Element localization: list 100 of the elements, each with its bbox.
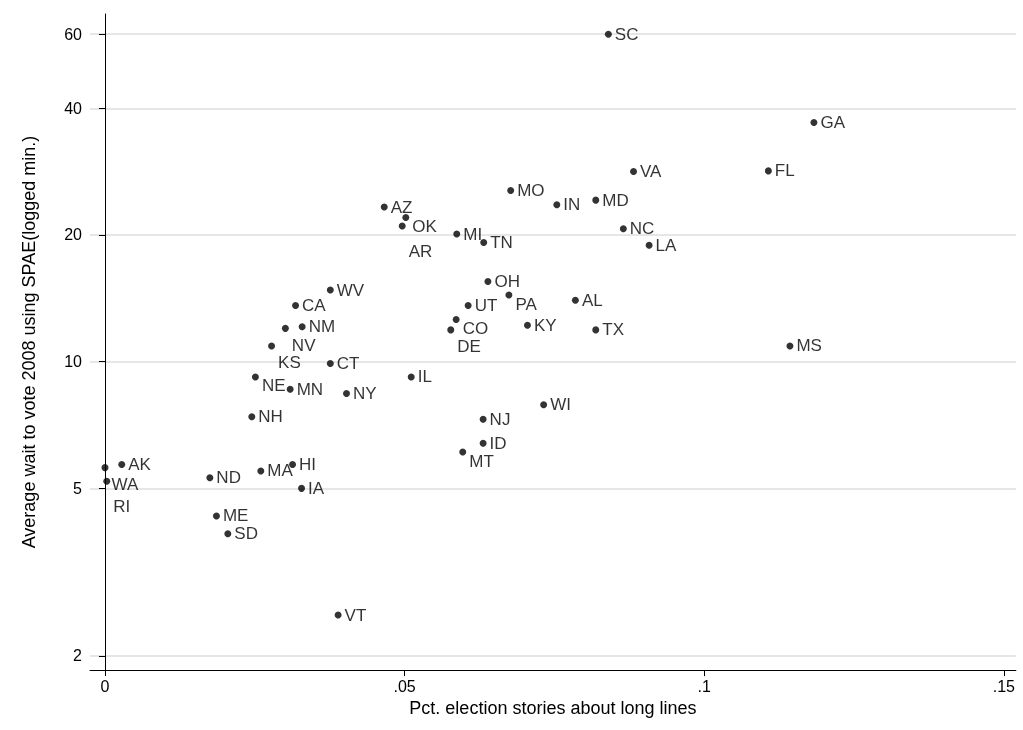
point — [118, 460, 126, 468]
data-label: AZ — [390, 197, 413, 217]
data-label: VA — [640, 162, 663, 182]
data-label: IA — [308, 478, 325, 498]
point — [326, 360, 334, 368]
data-label: WA — [111, 475, 139, 495]
point — [298, 323, 306, 331]
y-tick-label: 40 — [64, 99, 83, 117]
data-label: UT — [474, 295, 498, 315]
point — [464, 301, 472, 309]
point — [407, 373, 415, 381]
x-tick-label: .05 — [393, 677, 416, 695]
point — [764, 167, 772, 175]
point — [645, 241, 653, 249]
point — [298, 484, 306, 492]
data-label: SC — [614, 24, 639, 44]
point — [553, 201, 561, 209]
point — [523, 321, 531, 329]
data-label: FL — [774, 161, 795, 181]
point — [326, 286, 334, 294]
data-label: CT — [336, 354, 360, 374]
x-tick-label: 0 — [100, 677, 110, 695]
data-label: LA — [655, 235, 678, 255]
point — [592, 196, 600, 204]
data-label: NJ — [489, 409, 511, 429]
y-tick-label: 2 — [73, 647, 83, 665]
y-axis-title: Average wait to vote 2008 using SPAE(logged min.) — [19, 135, 39, 549]
data-label: MI — [463, 224, 483, 244]
point — [484, 278, 492, 286]
point — [342, 390, 350, 398]
data-label: KS — [278, 353, 301, 373]
data-label: MT — [469, 451, 494, 471]
point — [479, 439, 487, 447]
point — [206, 474, 214, 482]
data-label: SD — [234, 524, 258, 544]
point — [224, 530, 232, 538]
data-label: KY — [533, 315, 557, 335]
point — [248, 413, 256, 421]
point — [398, 222, 406, 230]
data-label: ME — [222, 506, 249, 526]
point — [452, 315, 460, 323]
data-label: ID — [489, 433, 507, 453]
data-label: AR — [408, 241, 433, 261]
data-label: MN — [296, 379, 324, 399]
data-label: AK — [128, 454, 152, 474]
data-label: NC — [629, 219, 655, 239]
point — [402, 214, 410, 222]
data-label: NV — [291, 335, 317, 355]
data-label: ND — [216, 468, 241, 488]
point — [257, 467, 265, 475]
data-label: OK — [412, 217, 438, 237]
point — [604, 30, 612, 38]
data-label: HI — [299, 454, 317, 474]
data-label: VT — [344, 605, 367, 625]
data-label: PA — [515, 294, 538, 314]
point — [212, 512, 220, 520]
point — [630, 168, 638, 176]
x-tick-label: .1 — [697, 677, 712, 695]
data-label: RI — [113, 496, 131, 516]
data-label: IN — [563, 195, 581, 215]
point — [103, 477, 111, 485]
point — [101, 464, 109, 472]
point — [453, 230, 461, 238]
point — [268, 342, 276, 350]
point — [592, 326, 600, 334]
data-label: NY — [352, 384, 377, 404]
point — [571, 296, 579, 304]
data-label: TX — [602, 320, 625, 340]
point — [292, 301, 300, 309]
data-label: CA — [302, 295, 327, 315]
data-label: NM — [308, 317, 336, 337]
data-label: CO — [462, 318, 489, 338]
point — [459, 448, 467, 456]
y-tick-label: 60 — [64, 25, 83, 43]
point — [480, 238, 488, 246]
data-label: AL — [581, 290, 603, 310]
data-label: GA — [820, 113, 846, 133]
x-axis-title: Pct. election stories about long lines — [409, 698, 697, 718]
x-tick-label: .15 — [992, 677, 1016, 695]
y-tick-label: 20 — [64, 226, 83, 244]
data-label: WI — [550, 395, 571, 415]
data-label: NH — [258, 407, 283, 427]
point — [286, 385, 294, 393]
y-tick-label: 10 — [64, 353, 83, 371]
point — [251, 373, 259, 381]
data-label: TN — [490, 232, 513, 252]
point — [810, 119, 818, 127]
data-label: OH — [494, 272, 520, 292]
data-label: NE — [261, 376, 286, 396]
point — [619, 225, 627, 233]
data-label: MD — [602, 190, 629, 210]
point — [281, 324, 289, 332]
data-label: DE — [457, 337, 481, 357]
point — [479, 415, 487, 423]
data-label: WV — [336, 280, 365, 300]
data-label: MS — [796, 336, 822, 356]
data-label: IL — [417, 367, 432, 387]
data-label: MA — [267, 461, 294, 481]
point — [380, 203, 388, 211]
data-label: MO — [517, 181, 545, 201]
